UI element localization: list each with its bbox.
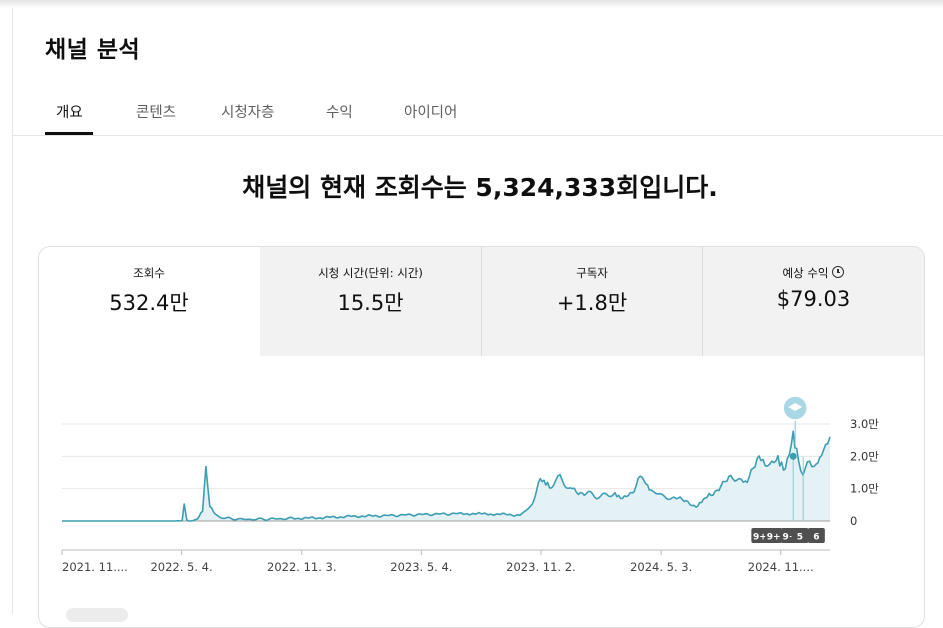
x-tick-label: 2023. 11. 2. xyxy=(506,560,576,574)
annotation-marker-label: 9+ xyxy=(753,533,767,543)
y-tick-label: 0 xyxy=(850,514,857,528)
tab-overview[interactable]: 개요 xyxy=(56,105,83,121)
tab-bar: 개요 콘텐츠 시청자층 수익 아이디어 xyxy=(12,88,943,136)
tab-audience[interactable]: 시청자층 xyxy=(221,105,275,121)
metric-separator xyxy=(702,247,703,356)
headline-count: 5,324,333 xyxy=(475,173,617,202)
metric-label-row: 예상 수익 xyxy=(703,265,924,281)
metric-value: 15.5만 xyxy=(337,291,404,315)
x-tick-label: 2024. 5. 3. xyxy=(630,560,692,574)
x-tick-label: 2023. 5. 4. xyxy=(390,560,452,574)
metric-tab-watch-time[interactable]: 시청 시간(단위: 시간) 15.5만 xyxy=(260,247,481,356)
metric-label: 시청 시간(단위: 시간) xyxy=(318,266,423,280)
active-tab-indicator xyxy=(45,132,93,135)
top-shadow xyxy=(0,0,943,8)
annotation-marker xyxy=(751,528,769,543)
annotation-marker xyxy=(807,528,825,543)
analytics-card: 조회수 532.4만 시청 시간(단위: 시간) 15.5만 구독자 +1.8만… xyxy=(38,246,925,628)
x-tick-label: 2022. 11. 3. xyxy=(267,560,337,574)
graduation-cap-shape xyxy=(788,403,803,411)
tab-ideas[interactable]: 아이디어 xyxy=(404,105,458,121)
metric-label: 예상 수익 xyxy=(782,266,829,280)
annotation-marker-label: 6 xyxy=(813,533,819,543)
series-line xyxy=(62,430,831,522)
y-tick-label: 1.0만 xyxy=(850,482,879,496)
tab-content[interactable]: 콘텐츠 xyxy=(136,105,177,121)
x-tick-label: 2021. 11.... xyxy=(62,560,128,574)
page-title: 채널 분석 xyxy=(45,37,141,63)
annotation-marker-label: 9+ xyxy=(767,533,781,543)
x-tick-label: 2022. 5. 4. xyxy=(150,560,212,574)
annotation-marker xyxy=(765,528,783,543)
y-tick-label: 2.0만 xyxy=(850,449,879,463)
metric-separator xyxy=(481,247,482,356)
metric-tab-views[interactable]: 조회수 532.4만 xyxy=(39,247,259,356)
annotation-marker-label: 9+ xyxy=(783,533,797,543)
clock-icon xyxy=(832,266,845,278)
x-tick-label: 2024. 11.... xyxy=(748,560,814,574)
left-divider xyxy=(12,8,13,614)
annotation-marker xyxy=(791,528,809,543)
headline-prefix: 채널의 현재 조회수는 xyxy=(242,173,476,202)
metric-label: 조회수 xyxy=(133,266,165,280)
y-tick-label: 3.0만 xyxy=(850,417,879,431)
tab-revenue[interactable]: 수익 xyxy=(326,105,353,121)
total-views-headline: 채널의 현재 조회수는 5,324,333회입니다. xyxy=(0,168,943,204)
annotation-marker-label: 5 xyxy=(797,533,803,543)
more-button[interactable] xyxy=(66,608,128,622)
series-area xyxy=(62,431,830,521)
headline-suffix: 회입니다. xyxy=(616,173,718,202)
metric-tab-subscribers[interactable]: 구독자 +1.8만 xyxy=(482,247,702,356)
metric-tab-estimated-revenue[interactable]: 예상 수익 $79.03 xyxy=(703,247,924,356)
metric-value: +1.8만 xyxy=(556,291,628,315)
metric-label: 구독자 xyxy=(576,266,608,280)
metric-value: $79.03 xyxy=(776,287,851,311)
metric-value: 532.4만 xyxy=(109,291,189,315)
milestone-point xyxy=(789,452,797,460)
